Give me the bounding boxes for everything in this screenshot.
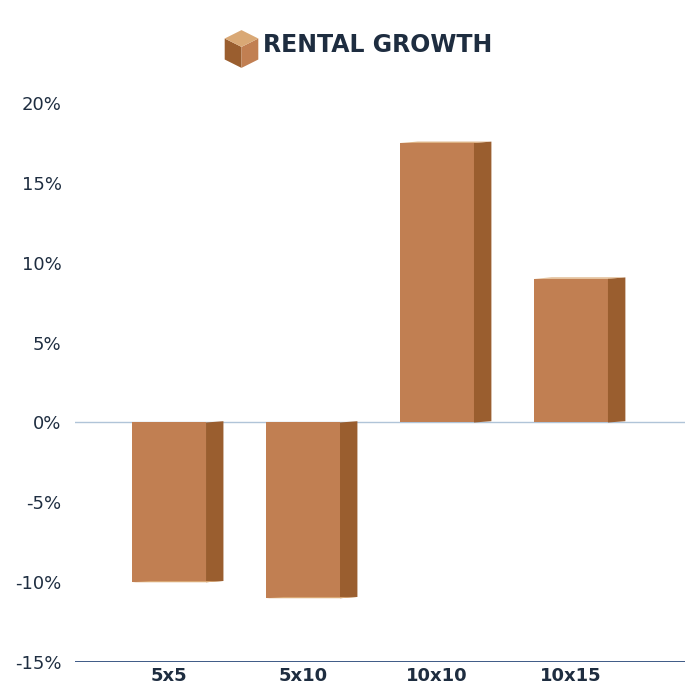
- Polygon shape: [608, 277, 625, 423]
- Text: RENTAL GROWTH: RENTAL GROWTH: [263, 34, 493, 57]
- Polygon shape: [400, 143, 474, 423]
- Polygon shape: [225, 38, 242, 68]
- Polygon shape: [132, 581, 223, 582]
- Polygon shape: [241, 38, 258, 68]
- Polygon shape: [206, 421, 223, 582]
- Polygon shape: [340, 421, 358, 598]
- Polygon shape: [266, 423, 340, 598]
- Polygon shape: [534, 277, 625, 279]
- Polygon shape: [474, 141, 491, 423]
- Polygon shape: [132, 423, 206, 582]
- Polygon shape: [225, 30, 258, 47]
- Polygon shape: [400, 141, 491, 143]
- Polygon shape: [266, 597, 358, 598]
- Polygon shape: [534, 279, 608, 423]
